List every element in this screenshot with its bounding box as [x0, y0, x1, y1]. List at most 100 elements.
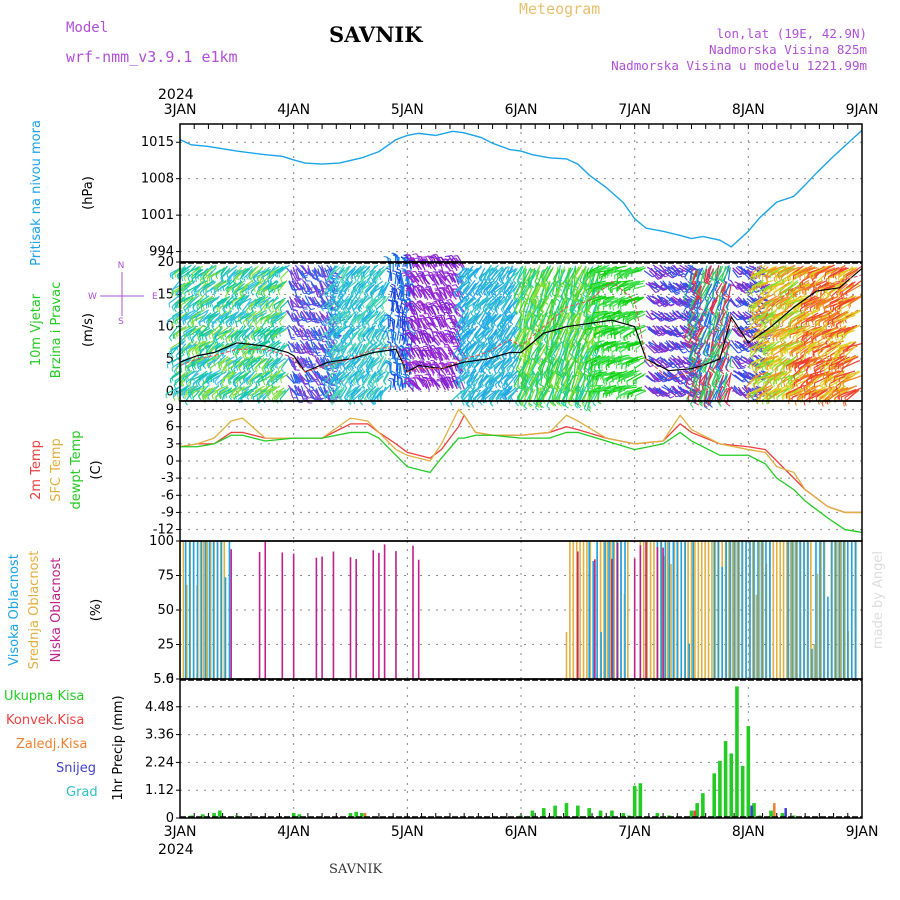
wind-barb-feather: [352, 349, 355, 355]
wind-barb-feather: [490, 382, 493, 387]
wind-barb-feather: [362, 273, 366, 278]
wind-barb-feather: [404, 377, 409, 380]
wind-barb: [423, 289, 433, 300]
wind-barb-feather: [392, 272, 397, 276]
wind-barb-feather: [330, 321, 333, 326]
wind-barb: [439, 346, 448, 360]
wind-barb-feather: [349, 367, 353, 371]
wind-barb-feather: [485, 362, 488, 367]
wind-barb-feather: [473, 311, 477, 316]
wind-barb: [188, 295, 200, 306]
wind-barb: [356, 374, 365, 383]
wind-barb-feather: [326, 378, 330, 383]
wind-barb: [308, 311, 313, 322]
wind-barb: [339, 374, 350, 385]
wind-barb-feather: [493, 369, 497, 374]
wind-barb-feather: [264, 308, 267, 313]
wind-barb-feather: [175, 355, 179, 360]
wind-barb-feather: [353, 364, 357, 369]
wind-barb: [422, 289, 429, 301]
wind-barb-feather: [185, 377, 188, 382]
wind-barb-feather: [447, 351, 452, 355]
wind-barb-feather: [249, 325, 253, 330]
wind-barb-feather: [368, 381, 371, 386]
wind-barb-feather: [337, 393, 340, 398]
wind-barb: [446, 258, 455, 268]
wind-barb-feather: [411, 270, 416, 273]
wind-barb: [351, 313, 361, 321]
wind-barb: [490, 328, 498, 338]
wind-barb: [288, 329, 293, 340]
wind-barb-feather: [267, 279, 270, 284]
wind-barb-feather: [325, 367, 329, 372]
x-tick-label-top: 3JAN: [164, 102, 197, 118]
wind-barb-feather: [365, 307, 368, 312]
wind-barb: [336, 294, 344, 304]
wind-barb: [236, 268, 247, 277]
wind-barb: [256, 358, 269, 368]
wind-barb-feather: [360, 279, 364, 284]
wind-barb-feather: [496, 281, 500, 285]
wind-barb-feather: [410, 305, 415, 308]
wind-barb-feather: [343, 340, 347, 345]
wind-barb-feather: [233, 368, 236, 373]
wind-barb-feather: [338, 397, 342, 401]
wind-barb: [296, 296, 305, 305]
wind-barb-feather: [350, 394, 354, 400]
wind-barb-feather: [194, 349, 198, 354]
wind-barb-feather: [484, 385, 488, 389]
wind-barb-feather: [405, 296, 411, 300]
wind-barb-feather: [336, 289, 339, 294]
wind-barb-feather: [486, 297, 490, 302]
wind-barb-feather: [202, 378, 205, 383]
wind-barb: [294, 297, 302, 306]
wind-barb-feather: [477, 339, 480, 344]
wind-barb: [408, 289, 417, 301]
wind-barb-feather: [202, 279, 206, 284]
wind-barb-feather: [182, 321, 185, 326]
y-tick-label: -6: [161, 488, 174, 503]
wind-barb-feather: [396, 268, 401, 271]
wind-barb-feather: [182, 349, 186, 354]
wind-barb-feather: [459, 324, 463, 328]
wind-barb: [187, 370, 198, 377]
wind-barb-feather: [399, 345, 404, 348]
wind-barb-feather: [262, 351, 265, 356]
wind-barb: [413, 315, 421, 327]
wind-barb-feather: [471, 353, 475, 358]
wind-barb: [215, 330, 228, 338]
wind-barb-feather: [341, 343, 345, 348]
wind-barb-feather: [425, 335, 430, 338]
wind-barb-feather: [393, 254, 398, 257]
wind-barb: [247, 372, 258, 383]
wind-barb: [321, 268, 327, 282]
wind-barb-feather: [219, 394, 222, 399]
wind-barb: [361, 370, 371, 380]
wind-barb-feather: [412, 286, 418, 289]
x-tick-label-bottom: 6JAN: [505, 824, 538, 840]
wind-barb-feather: [207, 396, 210, 401]
wind-barb-feather: [214, 381, 217, 386]
wind-barb: [435, 334, 447, 346]
wind-barb-feather: [181, 289, 184, 295]
wind-barb-feather: [303, 338, 308, 341]
wind-barb: [474, 296, 488, 308]
wind-barb-feather: [197, 351, 200, 356]
wind-barb-feather: [203, 393, 206, 398]
wind-barb-feather: [170, 349, 173, 354]
wind-barb-feather: [205, 335, 207, 340]
wind-barb: [365, 298, 379, 309]
wind-barb-feather: [490, 352, 494, 357]
wind-barb: [275, 266, 285, 274]
wind-barb: [493, 267, 505, 281]
wind-barb: [376, 355, 385, 370]
wind-barb: [303, 328, 310, 341]
wind-barb: [198, 385, 209, 397]
wind-barb: [270, 281, 285, 290]
wind-barb-feather: [495, 307, 498, 312]
wind-barb-feather: [258, 340, 262, 345]
wind-barb: [343, 281, 353, 292]
wind-barb-feather: [277, 286, 279, 291]
y-tick-label: -3: [161, 471, 174, 486]
wind-barb-feather: [193, 365, 197, 370]
